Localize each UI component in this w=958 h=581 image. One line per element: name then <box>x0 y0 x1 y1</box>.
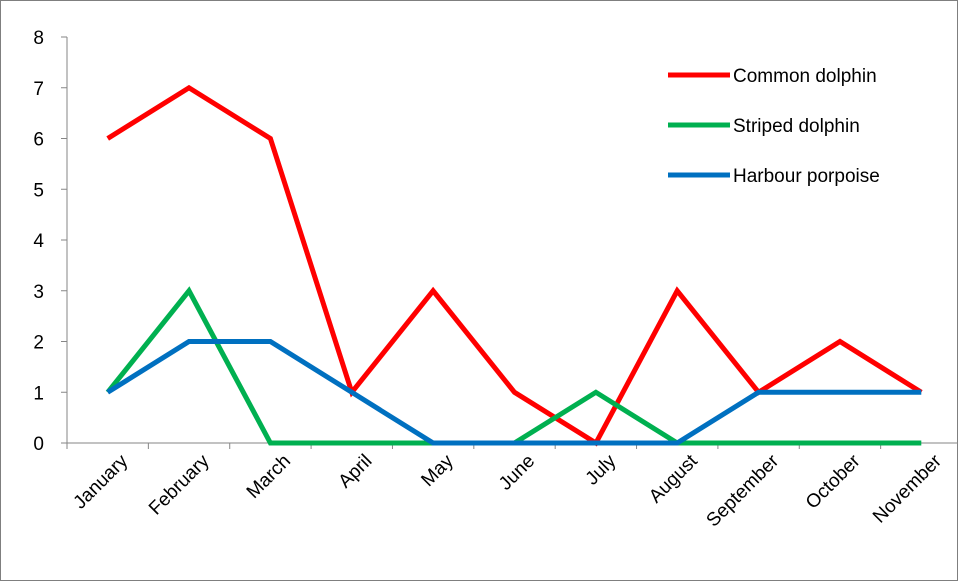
series-line-harbour-porpoise <box>106 339 922 446</box>
x-tick-label: September <box>703 450 784 531</box>
x-tick-label: March <box>243 451 295 503</box>
x-tick-label: July <box>582 450 621 489</box>
legend-label: Harbour porpoise <box>733 166 880 187</box>
x-tick-label: May <box>417 450 458 491</box>
y-tick-label: 6 <box>33 130 44 151</box>
y-tick-label: 7 <box>33 79 44 100</box>
x-tick-label: February <box>145 450 214 519</box>
series-line-common-dolphin <box>106 84 923 447</box>
x-tick-label: April <box>335 451 377 493</box>
y-tick-label: 3 <box>33 282 44 303</box>
y-tick-label: 4 <box>33 231 44 252</box>
y-tick-label: 1 <box>33 383 44 404</box>
y-tick-label: 5 <box>33 180 44 201</box>
y-tick-label: 8 <box>33 28 44 49</box>
y-tick-label: 2 <box>33 333 44 354</box>
x-tick-label: June <box>495 451 539 495</box>
x-tick-label: August <box>645 450 702 507</box>
legend-label: Common dolphin <box>733 66 877 87</box>
y-axis: 0 1 2 3 4 5 6 7 8 <box>33 28 68 455</box>
x-tick-label: January <box>70 450 133 513</box>
x-tick-label: October <box>802 450 865 513</box>
legend-label: Striped dolphin <box>733 116 860 137</box>
y-tick-label: 0 <box>33 434 44 455</box>
x-axis: January February March April May June July Augu… <box>66 442 958 531</box>
x-tick-label: November <box>869 450 946 527</box>
series-lines <box>105 84 923 447</box>
legend: Common dolphin Striped dolphin Harbour por… <box>668 66 880 187</box>
